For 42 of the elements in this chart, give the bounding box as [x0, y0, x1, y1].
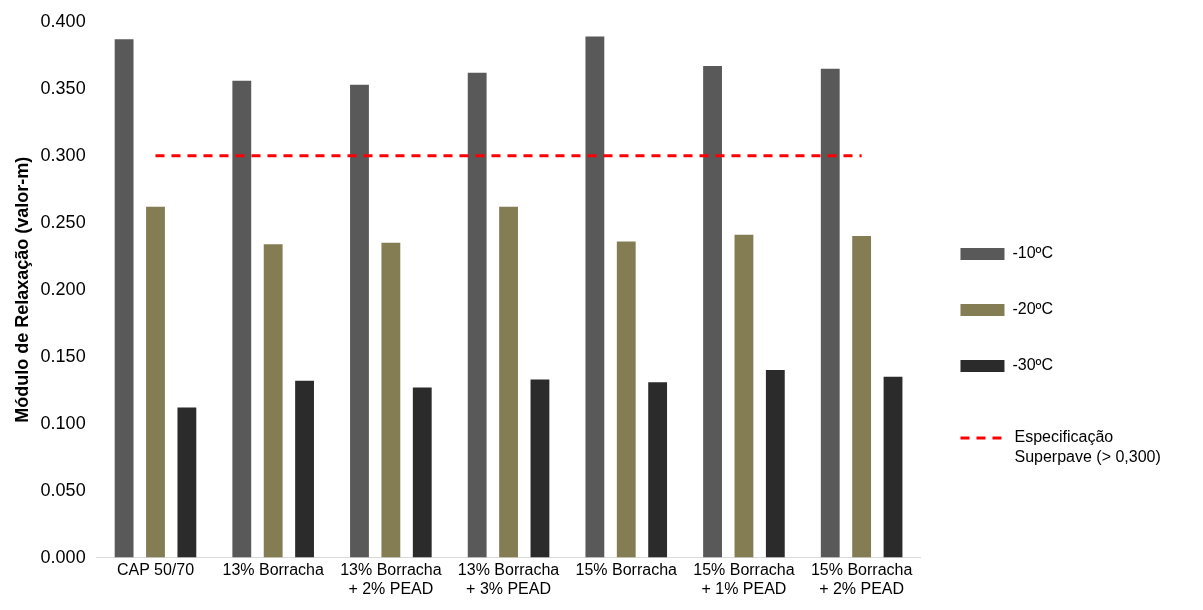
- x-tick-label: 13% Borracha + 3% PEAD: [457, 560, 560, 597]
- y-tick-label: 0.100: [40, 412, 86, 433]
- bar: [703, 66, 722, 558]
- legend-label: -20ºC: [1012, 300, 1054, 318]
- bar: [530, 379, 550, 558]
- x-tick-label: CAP 50/70: [116, 560, 195, 578]
- bar: [852, 236, 872, 558]
- bar: [883, 376, 903, 558]
- bar: [263, 244, 283, 558]
- y-tick-label: 0.350: [40, 77, 86, 98]
- legend-label: -10ºC: [1012, 244, 1054, 262]
- x-tick-label: 15% Borracha: [575, 560, 678, 578]
- y-tick-label: 0.400: [40, 10, 86, 31]
- bar: [177, 407, 197, 558]
- y-tick-label: 0.050: [40, 479, 86, 500]
- legend-label: Especificação Superpave (> 0,300): [1014, 428, 1161, 466]
- bar: [585, 36, 605, 558]
- y-tick-label: 0.250: [40, 211, 86, 232]
- y-tick-label: 0.150: [40, 345, 86, 366]
- bar: [499, 206, 518, 558]
- bar: [381, 242, 401, 558]
- bar: [648, 382, 668, 558]
- x-tick-label: 13% Borracha: [222, 560, 324, 578]
- x-tick-label: 13% Borracha + 2% PEAD: [340, 560, 442, 597]
- bar: [765, 370, 785, 558]
- bar: [734, 234, 754, 558]
- y-tick-label: 0.300: [40, 144, 86, 165]
- legend-label: -30ºC: [1012, 356, 1054, 374]
- bar: [350, 84, 369, 558]
- y-axis-title: Módulo de Relaxação (valor-m): [11, 156, 32, 423]
- x-tick-label: 15% Borracha + 1% PEAD: [693, 560, 795, 597]
- bar: [616, 241, 636, 558]
- bar: [820, 68, 840, 558]
- bar: [114, 39, 134, 558]
- bar: [146, 206, 165, 558]
- x-tick-label: 15% Borracha + 2% PEAD: [810, 560, 913, 597]
- bar: [467, 72, 487, 558]
- y-tick-label: 0.000: [40, 546, 86, 567]
- bar: [412, 387, 432, 558]
- bar: [295, 380, 314, 558]
- bar: [232, 80, 252, 558]
- y-tick-label: 0.200: [40, 278, 86, 299]
